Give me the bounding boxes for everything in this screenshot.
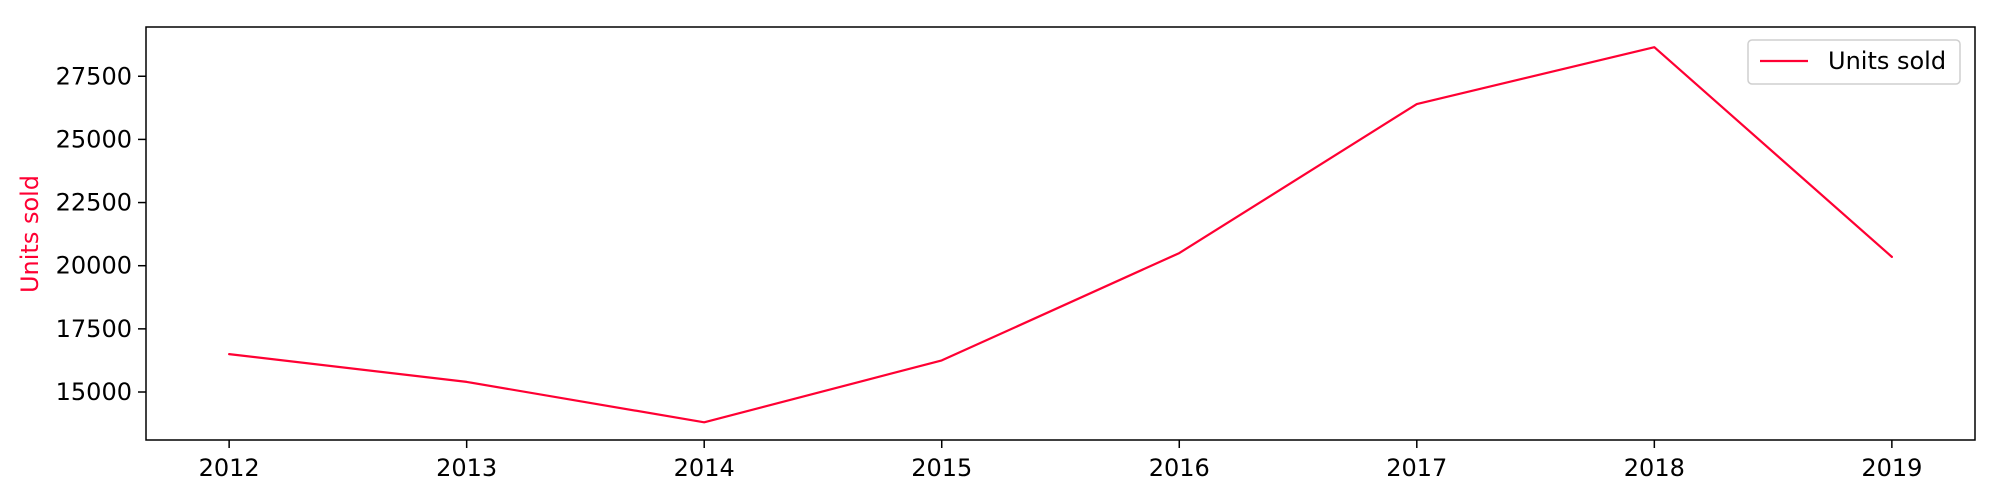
y-tick-label: 27500 <box>56 62 132 90</box>
legend: Units sold <box>1747 39 1961 85</box>
y-tick-label: 15000 <box>56 378 132 406</box>
y-axis: 15000 17500 20000 22500 25000 27500 <box>56 62 146 406</box>
x-tick-label: 2014 <box>674 454 735 482</box>
x-axis: 2012 2013 2014 2015 2016 2017 2018 2019 <box>199 440 1922 482</box>
y-tick-label: 22500 <box>56 189 132 217</box>
legend-box <box>1747 39 1961 85</box>
series-line-units-sold <box>228 46 1893 424</box>
legend-label: Units sold <box>1828 47 1946 75</box>
x-tick-label: 2019 <box>1861 454 1922 482</box>
y-axis-label: Units sold <box>16 175 44 293</box>
x-tick-label: 2013 <box>436 454 497 482</box>
plot-area <box>145 26 1976 441</box>
y-tick-label: 20000 <box>56 252 132 280</box>
x-tick-label: 2017 <box>1386 454 1447 482</box>
x-tick-label: 2015 <box>911 454 972 482</box>
y-tick-label: 25000 <box>56 125 132 153</box>
x-tick-label: 2016 <box>1149 454 1210 482</box>
plot-frame <box>145 26 1976 441</box>
y-tick-label: 17500 <box>56 315 132 343</box>
x-tick-label: 2012 <box>199 454 260 482</box>
x-tick-label: 2018 <box>1624 454 1685 482</box>
